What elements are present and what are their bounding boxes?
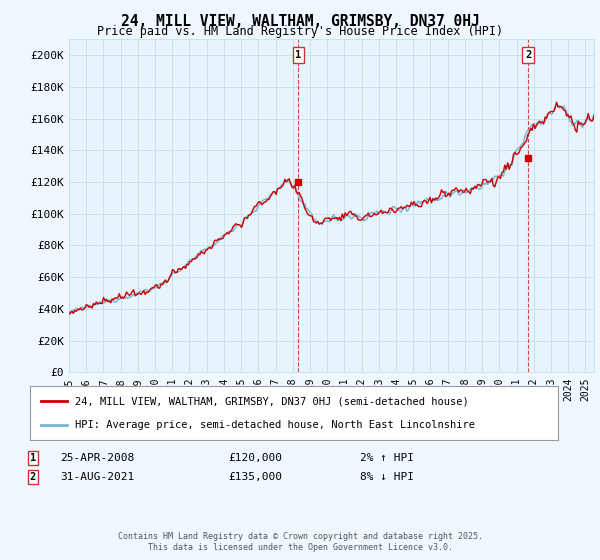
Text: HPI: Average price, semi-detached house, North East Lincolnshire: HPI: Average price, semi-detached house,… xyxy=(75,419,475,430)
Text: 2: 2 xyxy=(30,472,36,482)
Text: 31-AUG-2021: 31-AUG-2021 xyxy=(60,472,134,482)
Text: 1: 1 xyxy=(295,50,301,60)
Text: 2: 2 xyxy=(525,50,531,60)
Text: Price paid vs. HM Land Registry's House Price Index (HPI): Price paid vs. HM Land Registry's House … xyxy=(97,25,503,38)
Text: 2% ↑ HPI: 2% ↑ HPI xyxy=(360,453,414,463)
Text: £135,000: £135,000 xyxy=(228,472,282,482)
Text: 25-APR-2008: 25-APR-2008 xyxy=(60,453,134,463)
Text: 1: 1 xyxy=(30,453,36,463)
Text: 24, MILL VIEW, WALTHAM, GRIMSBY, DN37 0HJ (semi-detached house): 24, MILL VIEW, WALTHAM, GRIMSBY, DN37 0H… xyxy=(75,396,469,407)
Text: 8% ↓ HPI: 8% ↓ HPI xyxy=(360,472,414,482)
Text: £120,000: £120,000 xyxy=(228,453,282,463)
Text: 24, MILL VIEW, WALTHAM, GRIMSBY, DN37 0HJ: 24, MILL VIEW, WALTHAM, GRIMSBY, DN37 0H… xyxy=(121,14,479,29)
Text: Contains HM Land Registry data © Crown copyright and database right 2025.
This d: Contains HM Land Registry data © Crown c… xyxy=(118,532,482,552)
